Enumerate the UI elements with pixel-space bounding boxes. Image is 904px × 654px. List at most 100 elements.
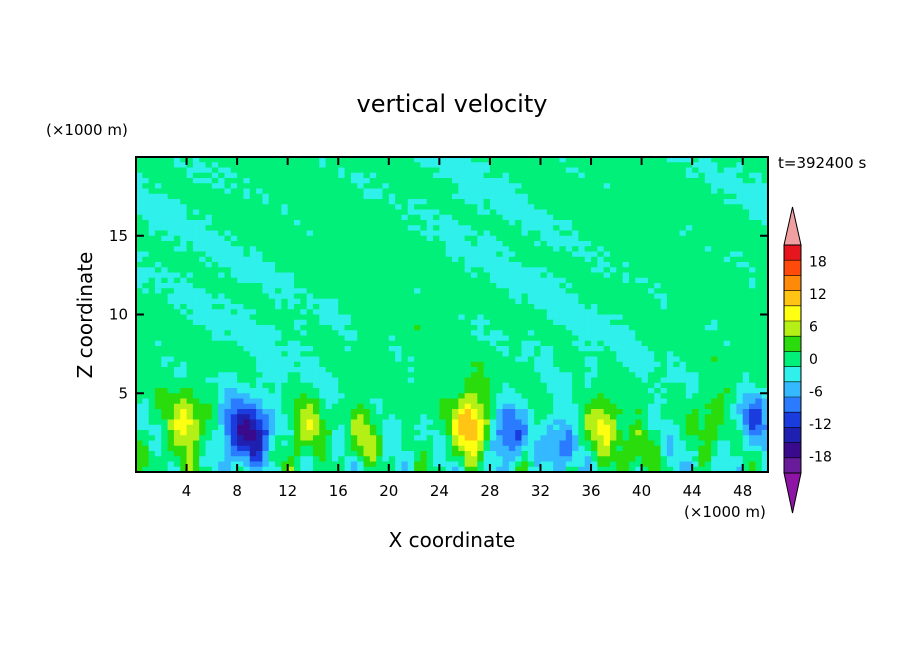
field-cell <box>717 309 725 316</box>
field-cell <box>628 325 636 331</box>
field-cell <box>458 346 466 352</box>
field-cell <box>508 235 516 242</box>
field-cell <box>445 388 453 394</box>
field-cell <box>515 162 523 169</box>
field-cell <box>508 325 516 331</box>
field-cell <box>540 183 548 190</box>
field-cell <box>142 330 150 337</box>
field-cell <box>584 251 592 258</box>
field-cell <box>294 361 301 368</box>
field-cell <box>369 361 377 368</box>
field-cell <box>237 178 245 184</box>
field-cell <box>357 288 365 295</box>
field-cell <box>148 372 156 379</box>
field-cell <box>578 262 586 268</box>
field-cell <box>673 262 681 268</box>
field-cell <box>401 267 409 274</box>
field-cell <box>597 251 605 258</box>
field-cell <box>142 178 150 184</box>
field-cell <box>458 251 466 258</box>
field-cell <box>325 319 333 326</box>
field-cell <box>382 309 390 316</box>
field-cell <box>445 230 453 237</box>
field-cell <box>395 356 403 363</box>
field-cell <box>470 319 478 326</box>
field-cell <box>218 361 226 368</box>
field-cell <box>262 277 270 284</box>
field-cell <box>136 335 143 342</box>
field-cell <box>755 335 763 342</box>
field-cell <box>199 167 207 174</box>
field-cell <box>610 167 617 174</box>
field-cell <box>565 220 573 226</box>
field-cell <box>559 314 567 321</box>
field-cell <box>300 398 308 405</box>
field-cell <box>357 319 365 326</box>
field-cell <box>749 277 756 284</box>
field-cell <box>635 377 643 384</box>
field-cell <box>546 230 554 237</box>
field-cell <box>578 340 586 347</box>
field-cell <box>312 267 320 274</box>
field-cell <box>268 178 276 184</box>
field-cell <box>350 335 358 342</box>
field-cell <box>350 167 358 174</box>
field-cell <box>470 293 478 300</box>
field-cell <box>350 314 358 321</box>
field-cell <box>319 330 327 337</box>
field-cell <box>546 157 554 163</box>
field-cell <box>603 277 611 284</box>
field-cell <box>521 351 529 358</box>
field-cell <box>142 204 150 211</box>
field-cell <box>369 414 377 421</box>
field-cell <box>742 267 750 274</box>
field-cell <box>281 193 289 200</box>
field-cell <box>344 251 352 258</box>
field-cell <box>534 351 542 358</box>
field-cell <box>546 293 554 300</box>
field-cell <box>470 162 478 169</box>
field-cell <box>344 199 352 205</box>
field-cell <box>192 398 200 405</box>
field-cell <box>376 293 384 300</box>
field-cell <box>730 172 737 179</box>
field-cell <box>616 356 624 363</box>
field-cell <box>331 283 339 289</box>
field-cell <box>401 298 409 305</box>
field-cell <box>281 283 289 289</box>
field-cell <box>256 235 263 242</box>
field-cell <box>205 167 213 174</box>
field-cell <box>230 241 238 247</box>
field-cell <box>218 388 226 394</box>
field-cell <box>521 199 529 205</box>
field-cell <box>331 178 339 184</box>
field-cell <box>331 183 339 190</box>
field-cell <box>350 403 358 410</box>
field-cell <box>591 335 598 342</box>
field-cell <box>553 293 561 300</box>
field-cell <box>268 309 276 316</box>
field-cell <box>736 330 744 337</box>
field-cell <box>287 314 295 321</box>
field-cell <box>711 335 719 342</box>
field-cell <box>559 309 567 316</box>
field-cell <box>603 262 611 268</box>
field-cell <box>654 346 662 352</box>
field-cell <box>192 188 200 195</box>
field-cell <box>578 209 586 216</box>
field-cell <box>376 272 384 279</box>
field-cell <box>401 256 409 263</box>
field-cell <box>742 183 750 190</box>
field-cell <box>338 241 346 247</box>
field-cell <box>698 314 706 321</box>
field-cell <box>388 309 396 316</box>
field-cell <box>142 230 150 237</box>
field-cell <box>420 393 428 400</box>
field-cell <box>407 272 415 279</box>
field-cell <box>294 178 301 184</box>
field-cell <box>180 251 188 258</box>
field-cell <box>426 304 434 310</box>
field-cell <box>578 393 586 400</box>
field-cell <box>742 241 750 247</box>
field-cell <box>654 193 662 200</box>
